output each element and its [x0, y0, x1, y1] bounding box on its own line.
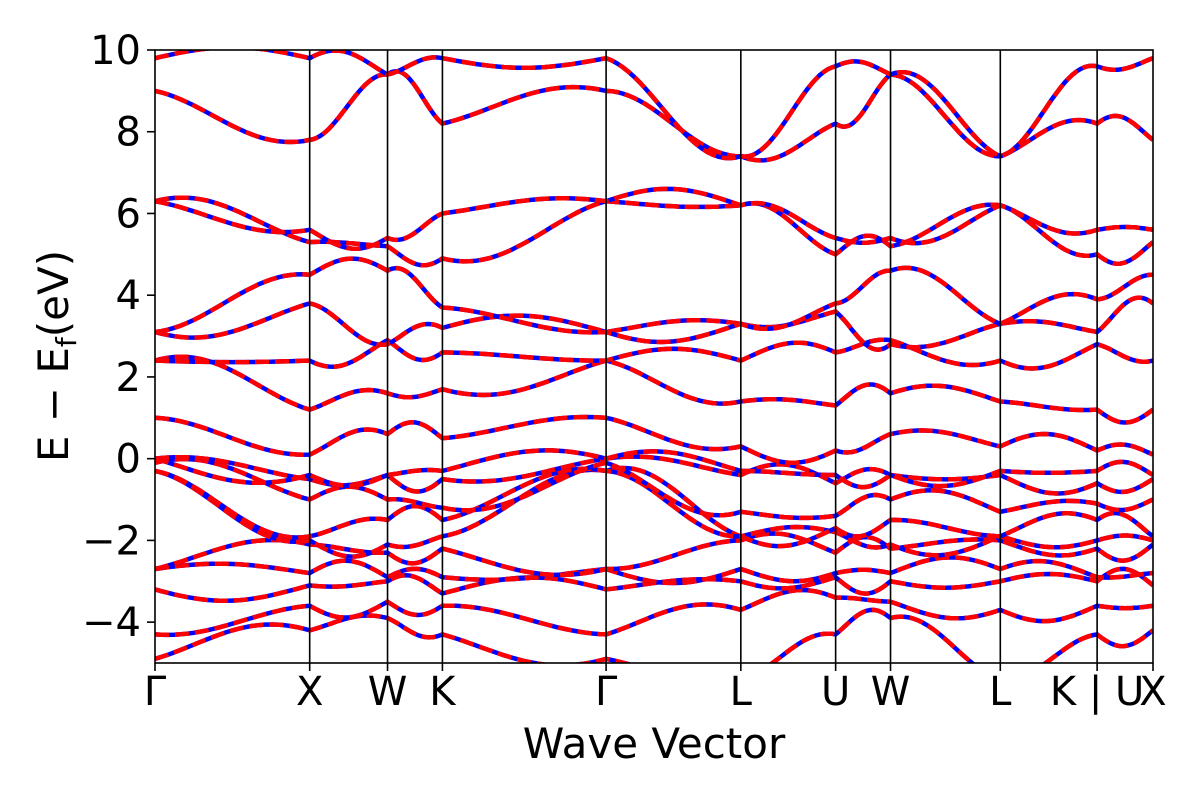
x-tick-label: Γ	[595, 669, 618, 715]
y-tick-label: 4	[116, 273, 141, 319]
y-tick-label: 10	[90, 28, 141, 74]
band-line-dashed	[155, 295, 1153, 352]
y-tick-label: 6	[116, 191, 141, 237]
band-line-dashed	[155, 195, 1153, 268]
y-axis-label-main: E − E	[29, 347, 78, 462]
y-tick-label: 8	[116, 110, 141, 156]
y-axis-label: E − Ef(eV)	[29, 250, 83, 462]
band-line-dashed	[155, 50, 1153, 161]
x-tick-label: K | U	[1050, 669, 1144, 715]
band-line-dashed	[155, 566, 1153, 604]
x-tick-label: X	[1139, 669, 1166, 715]
y-tick-label: 2	[116, 355, 141, 401]
y-axis-label-subscript: f	[50, 336, 83, 347]
x-tick-label: Γ	[144, 669, 167, 715]
y-axis-label-unit: (eV)	[29, 250, 78, 337]
band-line-dashed	[155, 354, 1153, 425]
x-tick-label: X	[296, 669, 323, 715]
x-tick-label: W	[368, 669, 408, 715]
y-tick-label: 0	[116, 437, 141, 483]
plot-frame	[154, 49, 1154, 664]
x-tick-label: L	[730, 669, 753, 715]
y-tick-label: −4	[82, 600, 141, 646]
high-symmetry-lines	[308, 50, 1098, 663]
x-tick-label: W	[871, 669, 911, 715]
y-axis-ticks: −4 −2 0 2 4 6 8 10	[82, 28, 155, 646]
x-axis-label: Wave Vector	[523, 719, 786, 768]
x-tick-label: U	[821, 669, 850, 715]
x-tick-label: L	[989, 669, 1012, 715]
x-tick-label: K	[429, 669, 457, 715]
y-tick-label: −2	[82, 518, 141, 564]
